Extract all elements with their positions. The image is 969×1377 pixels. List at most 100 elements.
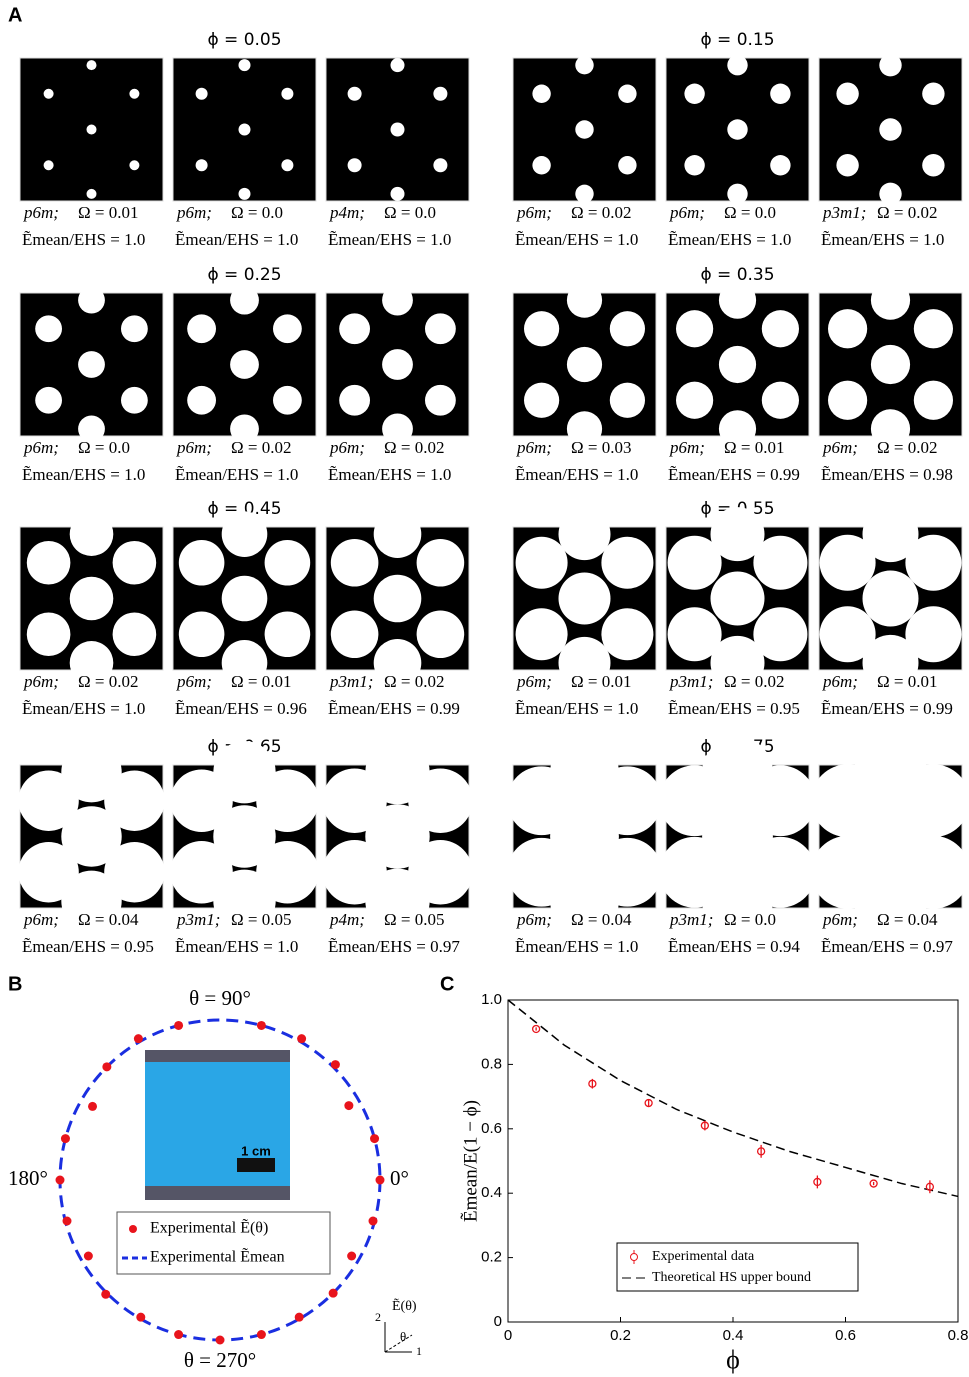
tile-void	[391, 58, 405, 72]
x-axis-label: ϕ	[726, 1345, 740, 1374]
tile-void	[265, 611, 311, 657]
tile-void	[922, 83, 944, 105]
omega-label: Ω = 0.05	[231, 910, 291, 929]
tile-void	[516, 608, 568, 660]
tile-void	[374, 510, 422, 558]
omega-label: Ω = 0.03	[571, 438, 631, 457]
topology-tile	[173, 58, 316, 201]
tile-void	[618, 85, 636, 103]
tile-void	[727, 55, 747, 75]
tile-void	[601, 537, 653, 589]
modulus-label: Ẽmean/EHS = 1.0	[22, 465, 145, 484]
symmetry-label: p6m;	[23, 203, 59, 222]
symmetry-label: p3m1;	[822, 203, 866, 222]
modulus-label: Ẽmean/EHS = 1.0	[22, 230, 145, 249]
tile-void	[575, 185, 593, 203]
omega-label: Ω = 0.02	[877, 438, 937, 457]
tile-void	[601, 608, 653, 660]
tile-void	[684, 84, 704, 104]
tile-void	[87, 189, 97, 199]
tile-void	[914, 309, 953, 348]
modulus-label: Ẽmean/EHS = 1.0	[328, 465, 451, 484]
tile-void	[27, 541, 71, 585]
tile-void	[863, 571, 919, 627]
tile-void	[863, 506, 919, 562]
photo-clamp	[145, 1050, 290, 1062]
y-axis-label: Ẽmean/E(1 − ϕ)	[459, 1100, 481, 1222]
modulus-label: Ẽmean/EHS = 0.99	[328, 699, 460, 718]
topology-tile	[659, 737, 816, 936]
legend-label: Theoretical HS upper bound	[652, 1270, 811, 1285]
panel-label: B	[8, 973, 22, 995]
axis-icon-label: 2	[375, 1310, 381, 1324]
tile-void	[222, 511, 268, 557]
tile-void	[121, 315, 148, 342]
omega-label: Ω = 0.02	[384, 672, 444, 691]
data-point	[376, 1176, 385, 1185]
tile-void	[27, 612, 71, 656]
tile-void	[719, 346, 756, 383]
symmetry-label: p6m;	[516, 910, 552, 929]
tile-void	[433, 158, 447, 172]
tile-void	[239, 59, 251, 71]
tile-void	[365, 740, 429, 804]
axis-icon	[385, 1335, 412, 1352]
data-point	[61, 1134, 70, 1143]
tile-void	[871, 345, 910, 384]
angle-label: 180°	[8, 1166, 48, 1190]
omega-label: Ω = 0.01	[571, 672, 631, 691]
tile-void	[129, 89, 139, 99]
tile-void	[230, 350, 259, 379]
tile-void	[196, 159, 208, 171]
tile-void	[567, 347, 602, 382]
tile-void	[44, 89, 54, 99]
tile-void	[382, 285, 413, 316]
modulus-label: Ẽmean/EHS = 1.0	[515, 465, 638, 484]
symmetry-label: p6m;	[516, 438, 552, 457]
omega-label: Ω = 0.04	[78, 910, 139, 929]
tile-void	[339, 313, 370, 344]
symmetry-label: p6m;	[669, 203, 705, 222]
tile-void	[762, 382, 799, 419]
modulus-label: Ẽmean/EHS = 0.95	[22, 937, 154, 956]
tile-void	[281, 159, 293, 171]
modulus-label: Ẽmean/EHS = 0.96	[175, 699, 307, 718]
axis-icon-label: 1	[416, 1344, 422, 1358]
tile-void	[836, 83, 858, 105]
modulus-label: Ẽmean/EHS = 1.0	[515, 230, 638, 249]
omega-label: Ω = 0.0	[384, 203, 436, 222]
tile-void	[331, 539, 379, 587]
tile-void	[676, 310, 713, 347]
topology-tile	[819, 506, 962, 691]
tile-void	[618, 156, 636, 174]
tile-void	[719, 282, 756, 319]
tile-void	[391, 187, 405, 201]
angle-label: θ = 90°	[189, 986, 251, 1010]
modulus-label: Ẽmean/EHS = 1.0	[821, 230, 944, 249]
topology-tile	[513, 56, 656, 203]
symmetry-label: p6m;	[822, 672, 858, 691]
tile-void	[575, 56, 593, 74]
tile-void	[113, 612, 157, 656]
tile-void	[281, 88, 293, 100]
data-point	[88, 1102, 97, 1111]
tile-void	[121, 387, 148, 414]
y-tick-label: 0.4	[481, 1184, 502, 1201]
symmetry-label: p3m1;	[329, 672, 373, 691]
tile-void	[524, 383, 559, 418]
y-tick-label: 0	[494, 1313, 502, 1330]
tile-void	[273, 386, 302, 415]
data-point	[84, 1252, 93, 1261]
data-point	[347, 1252, 356, 1261]
axis-icon-label: θ	[400, 1329, 406, 1344]
tile-void	[417, 610, 465, 658]
legend-label: Experimental Ẽ(θ)	[150, 1219, 268, 1237]
topology-tile	[666, 55, 809, 204]
phi-label: ϕ = 0.15	[700, 30, 774, 50]
topology-tile	[513, 508, 656, 689]
modulus-label: Ẽmean/EHS = 0.97	[328, 937, 460, 956]
symmetry-label: p6m;	[669, 438, 705, 457]
omega-label: Ω = 0.0	[78, 438, 130, 457]
x-tick-label: 0	[504, 1327, 512, 1344]
topology-tile	[666, 282, 809, 448]
